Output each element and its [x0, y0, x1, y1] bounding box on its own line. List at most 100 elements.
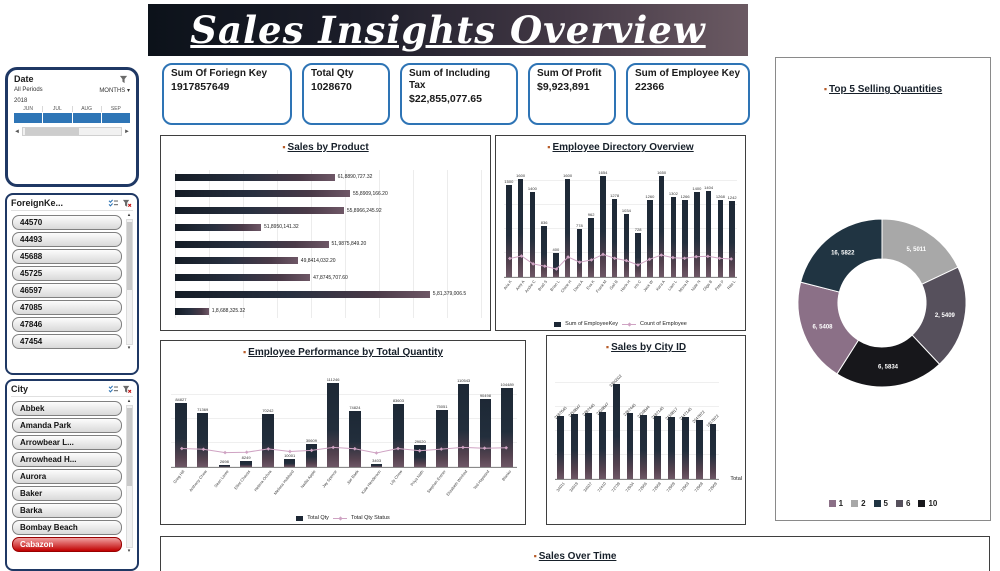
- foreignkey-item[interactable]: 45725: [12, 266, 122, 281]
- city-item[interactable]: Barka: [12, 503, 122, 518]
- timeline-scope-label[interactable]: All Periods: [14, 87, 43, 93]
- city-item[interactable]: Aurora: [12, 469, 122, 484]
- city-item[interactable]: Bombay Beach: [12, 520, 122, 535]
- x-label-cell: Kara A: [654, 278, 667, 310]
- timeline-selected-segment[interactable]: [14, 113, 43, 123]
- x-label: Aria K: [502, 279, 514, 291]
- foreignkey-item[interactable]: 45688: [12, 249, 122, 264]
- legend-item[interactable]: 2: [851, 499, 866, 508]
- scroll-up-icon[interactable]: ▴: [127, 212, 131, 218]
- chevron-down-icon: ▾: [126, 88, 130, 94]
- foreignkey-item[interactable]: 44570: [12, 215, 122, 230]
- bar: [694, 192, 700, 277]
- x-label: 34011: [554, 481, 566, 493]
- x-label-cell: Jae Baek: [345, 468, 365, 506]
- scroll-thumb[interactable]: [126, 408, 132, 486]
- x-label-cell: Frank M: [594, 278, 608, 310]
- legend-item[interactable]: 10: [918, 499, 937, 508]
- column: 3300502: [609, 373, 623, 479]
- legend-item[interactable]: 1: [828, 499, 843, 508]
- foreignkey-item[interactable]: 47085: [12, 300, 122, 315]
- value-label: 30609: [305, 438, 317, 443]
- x-label: Mona R: [676, 279, 690, 294]
- value-label: 111246: [326, 377, 340, 382]
- clear-filter-icon[interactable]: [120, 384, 133, 394]
- x-label: Jack W: [642, 279, 655, 293]
- scroll-up-icon[interactable]: ▴: [127, 398, 131, 404]
- chart-legend: Sum of EmployeeKey Count of Employee: [496, 321, 745, 327]
- timeline-month-label: SEP: [110, 106, 121, 112]
- city-item[interactable]: Baker: [12, 486, 122, 501]
- timeline-month-label: JUL: [43, 106, 73, 112]
- city-item[interactable]: Arrowhead H...: [12, 452, 122, 467]
- column: 1400: [692, 187, 702, 277]
- timeline-selection-bar[interactable]: [14, 113, 130, 123]
- column: 1242: [727, 196, 737, 277]
- timeline-scroll-thumb[interactable]: [24, 128, 79, 135]
- title-bullet-icon: ▪: [605, 342, 610, 352]
- slice-label: 2, 5409: [935, 313, 956, 319]
- bar-label: 5,81,379,006.5: [432, 291, 467, 298]
- timeline-selected-segment[interactable]: [72, 113, 101, 123]
- bar: [175, 274, 311, 281]
- scroll-down-icon[interactable]: ▾: [127, 345, 131, 351]
- chart-title-text: Sales by City ID: [611, 342, 687, 353]
- bar-row: 61,8890,727.32: [175, 170, 482, 184]
- bar: [506, 185, 512, 277]
- timeline-granularity-select[interactable]: MONTHS ▾: [99, 87, 130, 94]
- city-item-list: Abbek Amanda Park Arrowbear L... Arrowhead …: [11, 399, 123, 554]
- timeline-scroll-track[interactable]: [21, 127, 123, 136]
- x-label-cell: 72956: [638, 480, 650, 510]
- chart-title: ▪ Top 5 Selling Quantities: [776, 84, 990, 95]
- multi-select-icon[interactable]: [107, 198, 120, 208]
- donut-slice-5[interactable]: [800, 218, 883, 293]
- bar: [729, 201, 735, 277]
- x-label: Kara A: [654, 279, 667, 292]
- scroll-left-icon[interactable]: ◄: [14, 128, 20, 135]
- kpi-label: Sum Of Profit: [537, 68, 602, 79]
- value-label: 75051: [436, 404, 448, 409]
- timeline-selected-segment[interactable]: [101, 113, 130, 123]
- timeline-month-label: JUN: [14, 106, 44, 112]
- clear-filter-icon[interactable]: [117, 74, 130, 84]
- kpi-card: Sum of Including Tax $22,855,077.65: [400, 63, 518, 125]
- employee-directory-chart: ▪ Employee Directory Overview 1500 1600 140…: [495, 135, 746, 331]
- column: 110543: [454, 379, 474, 467]
- scroll-down-icon[interactable]: ▾: [127, 548, 131, 554]
- legend-bar-swatch: [296, 515, 304, 521]
- scroll-track[interactable]: [125, 405, 133, 548]
- scroll-thumb[interactable]: [126, 222, 132, 291]
- x-label-cell: Aria K: [502, 278, 514, 310]
- clear-filter-icon[interactable]: [120, 198, 133, 208]
- bar-row: 47,8745,707.60: [175, 271, 482, 285]
- legend-item[interactable]: 5: [873, 499, 888, 508]
- value-label: 400: [552, 247, 560, 252]
- foreignkey-item[interactable]: 47454: [12, 334, 122, 349]
- city-item[interactable]: Arrowbear L...: [12, 435, 122, 450]
- timeline-selected-segment[interactable]: [43, 113, 72, 123]
- chart-title-text: Employee Directory Overview: [552, 142, 694, 153]
- city-item[interactable]: Abbek: [12, 401, 122, 416]
- chart-title: ▪ Employee Performance by Total Quantity: [161, 347, 525, 358]
- bar: [640, 415, 648, 479]
- foreignkey-item[interactable]: 47846: [12, 317, 122, 332]
- city-item[interactable]: Amanda Park: [12, 418, 122, 433]
- legend-line-swatch: [622, 322, 637, 327]
- bar: [218, 465, 231, 467]
- kpi-card: Sum Of Foriegn Key 1917857649: [162, 63, 292, 125]
- x-label: Brad S: [537, 279, 549, 292]
- value-label: 1242: [727, 195, 737, 200]
- foreignkey-item[interactable]: 46597: [12, 283, 122, 298]
- x-label-cell: Andre C: [524, 278, 538, 310]
- bar: [457, 384, 470, 467]
- multi-select-icon[interactable]: [107, 384, 120, 394]
- x-label-cell: Mona R: [676, 278, 690, 310]
- foreignkey-item[interactable]: 44493: [12, 232, 122, 247]
- scroll-track[interactable]: [125, 219, 133, 345]
- title-bullet-icon: ▪: [823, 84, 828, 94]
- city-item[interactable]: Cabazon: [12, 537, 122, 552]
- value-label: 110543: [457, 378, 471, 383]
- legend-item[interactable]: 6: [896, 499, 910, 508]
- value-label: 1302: [668, 191, 678, 196]
- scroll-right-icon[interactable]: ►: [124, 128, 130, 135]
